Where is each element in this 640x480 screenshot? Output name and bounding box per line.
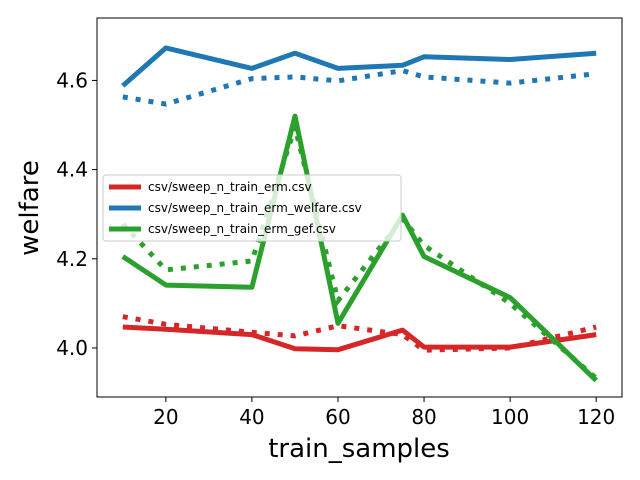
legend-label: csv/sweep_n_train_erm_welfare.csv [148,201,362,215]
x-tick-label: 60 [325,405,350,429]
plot-frame [96,17,623,398]
series-line-dotted-2 [120,118,598,381]
x-tick-label: 100 [491,405,529,429]
x-axis-label: train_samples [268,434,450,464]
y-tick-label: 4.6 [56,68,88,92]
legend-label: csv/sweep_n_train_erm.csv [148,180,312,194]
x-tick-label: 20 [153,405,178,429]
y-axis-label: welfare [15,160,45,256]
y-tick-label: 4.2 [56,247,88,271]
series-line-dotted-1 [122,68,597,107]
ticks: 20 40 60 80 100 120 4.0 4.2 4.4 4.6 [56,68,615,429]
legend-label: csv/sweep_n_train_erm_gef.csv [148,222,336,236]
series-lines [120,45,598,383]
x-tick-label: 120 [577,405,615,429]
x-tick-label: 40 [239,405,264,429]
x-tick-label: 80 [411,405,436,429]
y-tick-label: 4.0 [56,336,88,360]
legend-box [102,174,402,242]
series-line-solid-0 [122,324,597,353]
series-line-dotted-0 [122,314,597,353]
legend: csv/sweep_n_train_erm.csv csv/sweep_n_tra… [102,174,402,242]
y-tick-label: 4.4 [56,158,88,182]
series-line-solid-1 [121,45,597,88]
